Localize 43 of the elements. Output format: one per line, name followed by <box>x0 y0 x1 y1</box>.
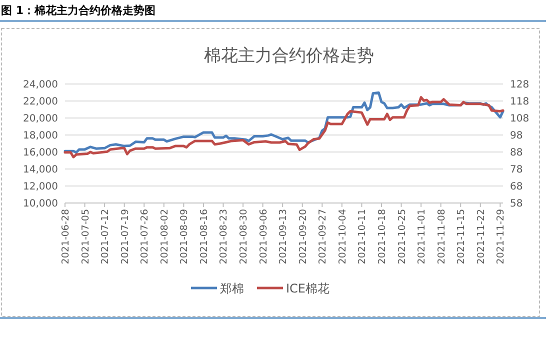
y-tick-label: 10,000 <box>23 198 58 210</box>
y-tick-label: 16,000 <box>23 148 58 158</box>
caption: 图 1：棉花主力合约价格走势图 <box>1 4 156 17</box>
x-tick-label: 2021-11-01 <box>416 209 428 264</box>
x-tick-label: 2021-07-05 <box>80 209 92 264</box>
x-tick-label: 2021-09-20 <box>298 209 309 264</box>
y2-tick-label: 68 <box>510 182 523 192</box>
y2-tick-label: 98 <box>510 130 523 142</box>
x-tick-label: 2021-11-29 <box>496 209 507 264</box>
x-tick-label: 2021-07-19 <box>120 209 131 264</box>
chart-title: 棉花主力合约价格走势 <box>204 46 374 66</box>
y-tick-label: 22,000 <box>23 96 58 108</box>
y2-tick-label: 108 <box>510 114 530 124</box>
y2-tick-label: 128 <box>510 80 530 90</box>
y2-tick-label: 88 <box>510 148 523 158</box>
y-tick-label: 18,000 <box>23 130 58 142</box>
x-tick-label: 2021-11-08 <box>436 209 448 264</box>
x-tick-label: 2021-10-25 <box>396 209 408 264</box>
y-tick-label: 24,000 <box>23 80 58 90</box>
y-tick-label: 14,000 <box>23 164 58 176</box>
x-tick-label: 2021-08-23 <box>218 209 230 264</box>
x-tick-label: 2021-08-02 <box>159 209 170 264</box>
x-tick-label: 2021-06-28 <box>60 209 72 264</box>
x-tick-label: 2021-11-15 <box>456 209 468 264</box>
x-tick-label: 2021-08-09 <box>179 209 190 264</box>
x-tick-label: 2021-09-06 <box>258 209 270 264</box>
x-tick-label: 2021-09-27 <box>318 209 329 264</box>
x-tick-label: 2021-08-16 <box>198 209 210 264</box>
x-tick-label: 2021-10-11 <box>357 209 368 264</box>
x-tick-label: 2021-09-13 <box>278 209 290 264</box>
x-tick-label: 2021-08-30 <box>238 209 250 264</box>
y2-tick-label: 58 <box>510 198 523 210</box>
y2-tick-label: 78 <box>510 164 523 176</box>
legend-label: ICE棉花 <box>286 282 330 296</box>
x-tick-label: 2021-07-12 <box>100 209 112 264</box>
x-tick-label: 2021-10-18 <box>376 209 388 264</box>
x-tick-label: 2021-10-04 <box>337 209 348 264</box>
y-tick-label: 12,000 <box>23 182 58 192</box>
x-tick-label: 2021-11-22 <box>476 209 487 264</box>
legend-label: 郑棉 <box>220 282 244 296</box>
y-tick-label: 20,000 <box>23 114 58 124</box>
x-tick-label: 2021-07-26 <box>140 209 151 264</box>
y2-tick-label: 118 <box>510 96 530 108</box>
